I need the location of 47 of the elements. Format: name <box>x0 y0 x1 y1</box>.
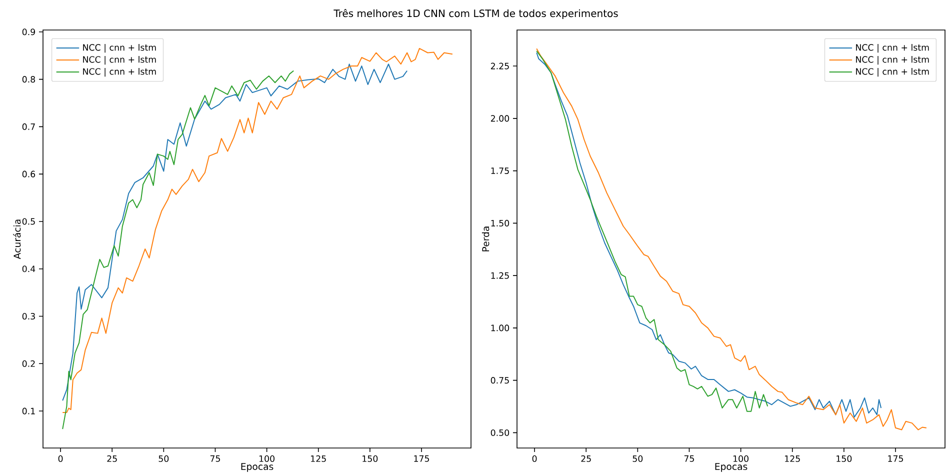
y-tick-label: 2.00 <box>490 115 510 122</box>
y-tick-label: 0.9 <box>22 28 36 36</box>
y-tick-label: 1.00 <box>491 324 510 332</box>
x-tick-label: 100 <box>733 455 748 462</box>
y-tick-label: 0.4 <box>22 266 36 272</box>
x-tick-label: 125 <box>785 455 800 462</box>
chart-title: Três melhores 1D CNN com LSTM de todos experimentos <box>334 8 618 20</box>
x-tick-label: 50 <box>632 455 643 462</box>
legend-label: NCC | cnn + lstm <box>856 44 929 53</box>
y-tick-label: 1.50 <box>491 220 510 226</box>
y-tick-label: 0.1 <box>22 408 35 414</box>
x-tick-label: 150 <box>362 455 378 462</box>
y-tick-label: 1.25 <box>491 272 509 279</box>
x-tick-label: 25 <box>581 455 591 462</box>
line-series <box>62 64 408 402</box>
legend-label: NCC | cnn + lstm <box>856 68 929 77</box>
x-axis-title: Epocas <box>241 463 274 472</box>
y-axis-title: Acurácia <box>13 220 21 260</box>
x-tick-label: 100 <box>259 455 274 462</box>
legend-label: NCC | cnn + lstm <box>83 56 156 65</box>
x-tick-label: 50 <box>158 455 169 462</box>
y-tick-label: 0.8 <box>22 76 36 83</box>
y-tick-label: 0.50 <box>490 429 510 436</box>
legend-label: NCC | cnn + lstm <box>83 44 156 53</box>
x-tick-label: 150 <box>836 455 852 462</box>
x-tick-label: 175 <box>414 455 429 462</box>
y-tick-label: 0.3 <box>22 312 35 320</box>
line-series <box>536 50 768 412</box>
x-tick-label: 0 <box>532 455 537 462</box>
x-tick-label: 75 <box>684 455 694 462</box>
y-tick-label: 0.6 <box>22 170 36 178</box>
y-axis-title: Perda <box>482 226 490 252</box>
line-series <box>536 52 882 418</box>
y-tick-label: 0.2 <box>22 360 35 367</box>
x-axis-title: Epocas <box>715 463 748 472</box>
x-tick-label: 25 <box>107 455 117 462</box>
x-tick-label: 0 <box>58 455 63 462</box>
x-tick-label: 175 <box>888 455 904 462</box>
x-tick-label: 125 <box>311 455 326 462</box>
legend-label: NCC | cnn + lstm <box>83 68 156 77</box>
y-tick-label: 2.25 <box>490 62 509 70</box>
y-tick-label: 0.7 <box>22 123 35 130</box>
y-tick-label: 1.75 <box>491 168 509 174</box>
legend-label: NCC | cnn + lstm <box>856 56 929 65</box>
y-tick-label: 0.75 <box>490 377 509 384</box>
y-tick-label: 0.5 <box>22 218 35 225</box>
x-tick-label: 75 <box>210 455 220 462</box>
